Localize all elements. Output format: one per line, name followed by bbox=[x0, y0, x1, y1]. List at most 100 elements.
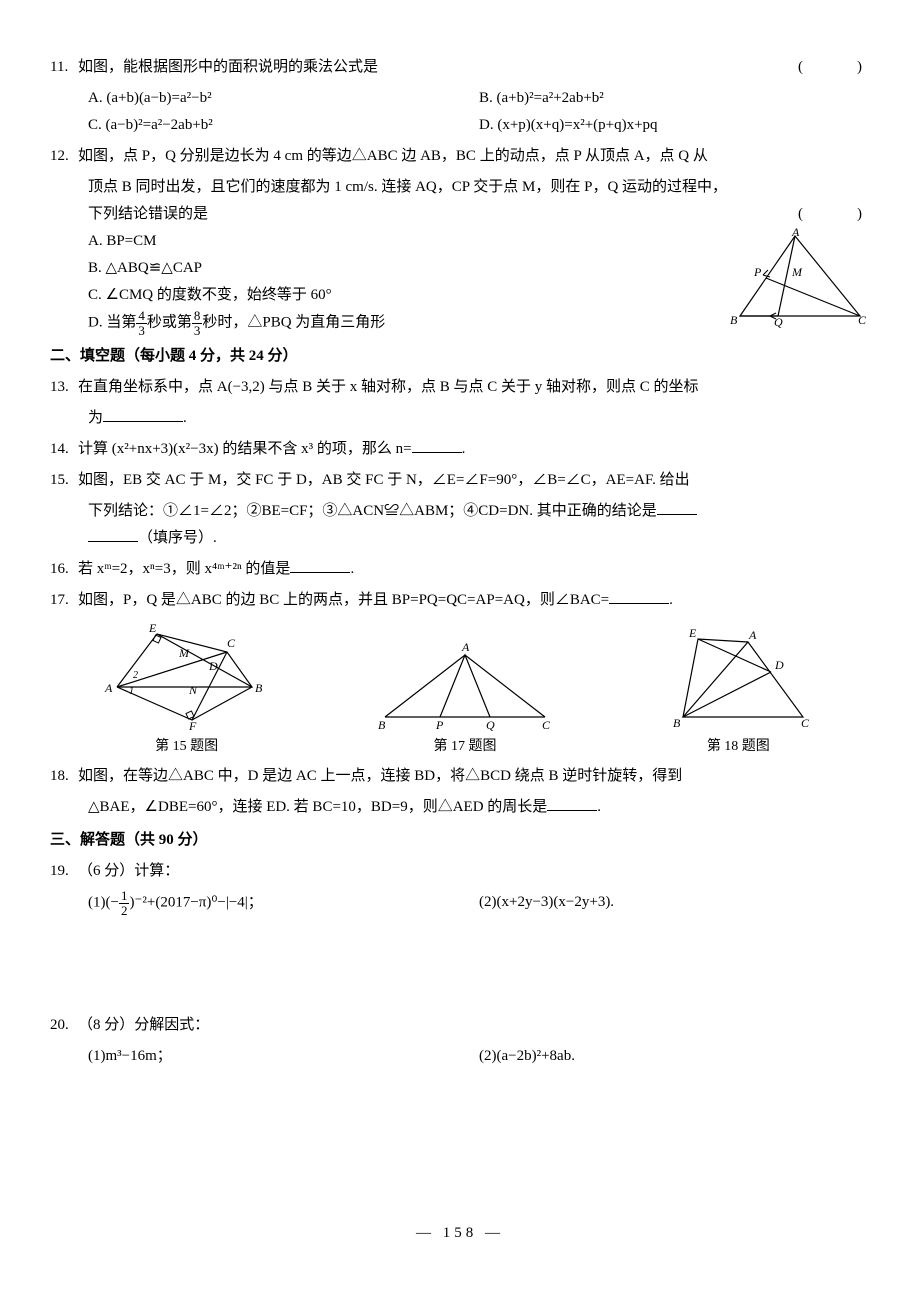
q11-opt-d: D. (x+p)(x+q)=x²+(p+q)x+pq bbox=[479, 112, 870, 139]
q15-stem3-post: （填序号）. bbox=[138, 530, 217, 546]
fig12-label-a: A bbox=[791, 228, 800, 239]
fig15-block: A B C D E F M N 2 1 第 15 题图 bbox=[97, 622, 277, 759]
fig15-cap: 第 15 题图 bbox=[155, 734, 218, 759]
q17-blank bbox=[609, 588, 669, 604]
fig12-label-c: C bbox=[858, 313, 867, 327]
fig15-svg: A B C D E F M N 2 1 bbox=[97, 622, 277, 732]
fig15-1: 1 bbox=[129, 686, 134, 697]
fig17-p: P bbox=[435, 718, 444, 732]
q20: 20.（8 分）分解因式： bbox=[50, 1012, 870, 1039]
q19-num: 19. bbox=[50, 858, 78, 885]
q19-p1: (1)(−12)⁻²+(2017−π)⁰−|−4|； bbox=[88, 889, 479, 917]
q11-stem: 如图，能根据图形中的面积说明的乘法公式是 bbox=[78, 59, 378, 75]
q15-stem3: （填序号）. bbox=[88, 525, 870, 552]
q18-stem2-pre: △BAE，∠DBE=60°，连接 ED. 若 BC=10，BD=9，则△AED … bbox=[88, 799, 547, 815]
q15-num: 15. bbox=[50, 467, 78, 494]
fig15-a: A bbox=[104, 681, 113, 695]
fig15-c: C bbox=[227, 636, 236, 650]
q19-p1-post: )⁻²+(2017−π)⁰−|−4|； bbox=[129, 895, 262, 911]
q14-blank bbox=[412, 437, 462, 453]
q19-p2: (2)(x+2y−3)(x−2y+3). bbox=[479, 889, 870, 917]
q18-stem1: 如图，在等边△ABC 中，D 是边 AC 上一点，连接 BD，将△BCD 绕点 … bbox=[78, 763, 798, 790]
fig17-b: B bbox=[378, 718, 386, 732]
q15: 15.如图，EB 交 AC 于 M，交 FC 于 D，AB 交 FC 于 N，∠… bbox=[50, 467, 870, 494]
fig15-f: F bbox=[188, 719, 197, 732]
q14-stem-pre: 计算 (x²+nx+3)(x²−3x) 的结果不含 x³ 的项，那么 n= bbox=[78, 441, 412, 457]
q18-stem2: △BAE，∠DBE=60°，连接 ED. 若 BC=10，BD=9，则△AED … bbox=[88, 794, 870, 821]
fig15-e: E bbox=[148, 622, 157, 635]
fig17-a: A bbox=[461, 640, 470, 654]
q13-stem2-post: . bbox=[183, 410, 187, 426]
fig12-label-b: B bbox=[730, 313, 738, 327]
fig15-d: D bbox=[208, 659, 218, 673]
q14-stem-post: . bbox=[462, 441, 466, 457]
q20-p1: (1)m³−16m； bbox=[88, 1043, 479, 1070]
q16-num: 16. bbox=[50, 556, 78, 583]
q12: 12.如图，点 P，Q 分别是边长为 4 cm 的等边△ABC 边 AB，BC … bbox=[50, 143, 870, 170]
q15-blank1 bbox=[657, 499, 697, 515]
fig18-a: A bbox=[748, 628, 757, 642]
fig17-q: Q bbox=[486, 718, 495, 732]
fig17-block: A B P Q C 第 17 题图 bbox=[370, 637, 560, 759]
q11-opt-c: C. (a−b)²=a²−2ab+b² bbox=[88, 112, 479, 139]
fig18-d: D bbox=[774, 658, 784, 672]
fig17-cap: 第 17 题图 bbox=[433, 734, 496, 759]
q12-figure: A B C P M Q bbox=[720, 228, 870, 328]
q12-opt-d-post: 秒时，△PBQ 为直角三角形 bbox=[202, 315, 385, 331]
section-2-title: 二、填空题（每小题 4 分，共 24 分） bbox=[50, 343, 870, 370]
fig12-label-p: P bbox=[753, 265, 762, 279]
q13-stem2-pre: 为 bbox=[88, 410, 103, 426]
fig18-b: B bbox=[673, 716, 681, 730]
q12-stem3: 下列结论错误的是 bbox=[88, 206, 208, 222]
q11-num: 11. bbox=[50, 54, 78, 81]
q19-p1-pre: (1)(− bbox=[88, 895, 119, 911]
q17: 17.如图，P，Q 是△ABC 的边 BC 上的两点，并且 BP=PQ=QC=A… bbox=[50, 587, 870, 614]
q12-paren: ( ) bbox=[798, 201, 870, 228]
fig18-c: C bbox=[801, 716, 810, 730]
fig17-svg: A B P Q C bbox=[370, 637, 560, 732]
q12-stem3-row: 下列结论错误的是 ( ) bbox=[88, 201, 870, 228]
q11-opt-a: A. (a+b)(a−b)=a²−b² bbox=[88, 85, 479, 112]
fig15-n: N bbox=[188, 683, 198, 697]
q17-stem-post: . bbox=[669, 592, 673, 608]
q12-opt-d-pre: D. 当第 bbox=[88, 315, 136, 331]
q15-stem1: 如图，EB 交 AC 于 M，交 FC 于 D，AB 交 FC 于 N，∠E=∠… bbox=[78, 467, 798, 494]
fig18-cap: 第 18 题图 bbox=[707, 734, 770, 759]
q11-options: A. (a+b)(a−b)=a²−b² B. (a+b)²=a²+2ab+b² … bbox=[88, 85, 870, 139]
q12-stem2: 顶点 B 同时出发，且它们的速度都为 1 cm/s. 连接 AQ，CP 交于点 … bbox=[88, 174, 870, 201]
page-number: — 158 — bbox=[50, 1220, 870, 1247]
figures-row: A B C D E F M N 2 1 第 15 题图 A B bbox=[50, 622, 870, 759]
q17-num: 17. bbox=[50, 587, 78, 614]
q20-parts: (1)m³−16m； (2)(a−2b)²+8ab. bbox=[88, 1043, 870, 1070]
q11-opt-b: B. (a+b)²=a²+2ab+b² bbox=[479, 85, 870, 112]
fig17-c: C bbox=[542, 718, 551, 732]
q16-stem-post: . bbox=[350, 561, 354, 577]
q17-stem-pre: 如图，P，Q 是△ABC 的边 BC 上的两点，并且 BP=PQ=QC=AP=A… bbox=[78, 592, 609, 608]
q12-num: 12. bbox=[50, 143, 78, 170]
q19-stem: （6 分）计算： bbox=[78, 863, 179, 879]
q19: 19.（6 分）计算： bbox=[50, 858, 870, 885]
q18-blank bbox=[547, 795, 597, 811]
q15-stem2-pre: 下列结论：①∠1=∠2；②BE=CF；③△ACN≌△ABM；④CD=DN. 其中… bbox=[88, 503, 657, 519]
q18: 18.如图，在等边△ABC 中，D 是边 AC 上一点，连接 BD，将△BCD … bbox=[50, 763, 870, 790]
q13-stem1: 在直角坐标系中，点 A(−3,2) 与点 B 关于 x 轴对称，点 B 与点 C… bbox=[78, 374, 798, 401]
q20-num: 20. bbox=[50, 1012, 78, 1039]
fig18-svg: A B C D E bbox=[653, 627, 823, 732]
q16-blank bbox=[290, 557, 350, 573]
q20-stem: （8 分）分解因式： bbox=[78, 1017, 209, 1033]
q18-num: 18. bbox=[50, 763, 78, 790]
q14: 14.计算 (x²+nx+3)(x²−3x) 的结果不含 x³ 的项，那么 n=… bbox=[50, 436, 870, 463]
q15-blank2 bbox=[88, 526, 138, 542]
fig12-label-m: M bbox=[791, 265, 803, 279]
q13-stem2: 为. bbox=[88, 405, 870, 432]
q16-stem-pre: 若 xᵐ=2，xⁿ=3，则 x⁴ᵐ⁺²ⁿ 的值是 bbox=[78, 561, 290, 577]
q16: 16.若 xᵐ=2，xⁿ=3，则 x⁴ᵐ⁺²ⁿ 的值是. bbox=[50, 556, 870, 583]
q18-stem2-post: . bbox=[597, 799, 601, 815]
section-3-title: 三、解答题（共 90 分） bbox=[50, 827, 870, 854]
q19-parts: (1)(−12)⁻²+(2017−π)⁰−|−4|； (2)(x+2y−3)(x… bbox=[88, 889, 870, 917]
fig18-e: E bbox=[688, 627, 697, 640]
q11-paren: ( ) bbox=[798, 54, 870, 81]
q12-stem1: 如图，点 P，Q 分别是边长为 4 cm 的等边△ABC 边 AB，BC 上的动… bbox=[78, 143, 798, 170]
q13-num: 13. bbox=[50, 374, 78, 401]
fig15-2: 2 bbox=[133, 670, 138, 681]
